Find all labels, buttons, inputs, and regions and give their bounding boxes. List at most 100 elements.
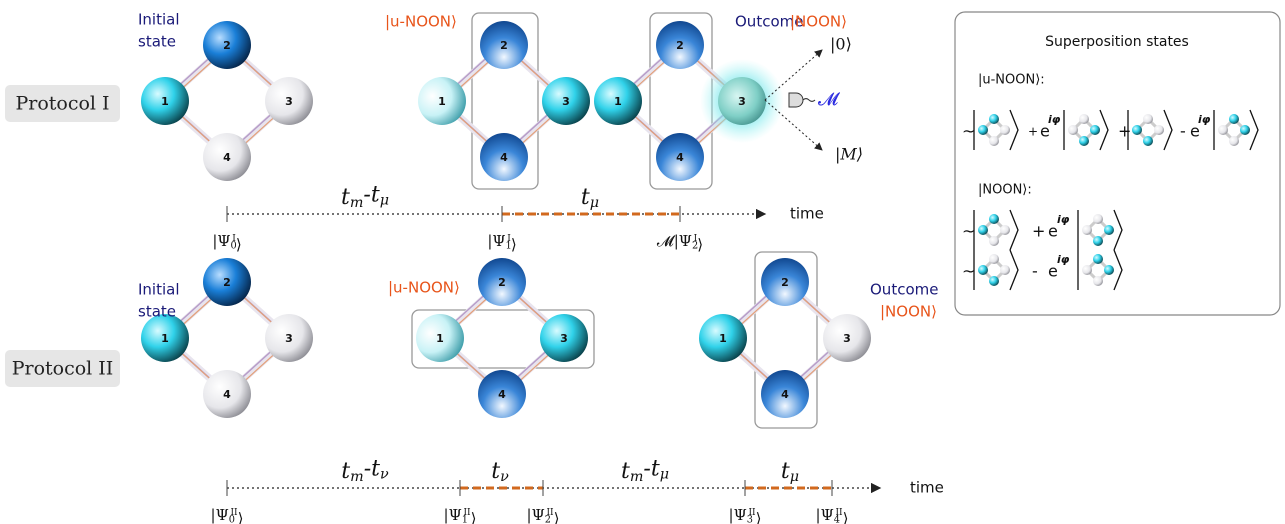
mini-qubit bbox=[1093, 236, 1103, 246]
text-piece: ⟩ bbox=[471, 509, 477, 524]
mini-qubit bbox=[1143, 114, 1153, 124]
qubit-label: 2 bbox=[223, 39, 231, 52]
qubit-label: 1 bbox=[719, 332, 727, 345]
text-piece: t bbox=[341, 459, 350, 484]
text-piece: ⟩ bbox=[843, 509, 849, 524]
mini-qubit bbox=[989, 236, 999, 246]
text-piece: |Ψ bbox=[729, 506, 747, 524]
state-label: |Ψ1I⟩ bbox=[487, 232, 516, 253]
mini-qubit bbox=[1143, 136, 1153, 146]
mini-qubit bbox=[1132, 125, 1142, 135]
state-label: |Ψ1II⟩ bbox=[444, 506, 477, 524]
mini-qubit bbox=[1082, 265, 1092, 275]
mini-qubit bbox=[989, 254, 999, 264]
outcome-m: |M⟩ bbox=[835, 145, 863, 164]
subscript: μ bbox=[660, 466, 669, 482]
qubit-label: 3 bbox=[560, 332, 568, 345]
mini-qubit bbox=[1079, 136, 1089, 146]
mini-qubit bbox=[1229, 114, 1239, 124]
mini-qubit bbox=[1068, 125, 1078, 135]
text-piece: - bbox=[364, 456, 371, 481]
mini-qubit bbox=[989, 214, 999, 224]
state-label: 𝓜|Ψ2I⟩ bbox=[657, 232, 703, 253]
subscript: μ bbox=[380, 192, 389, 208]
qubit-label: 2 bbox=[781, 276, 789, 289]
text-piece: ⟩ bbox=[756, 509, 762, 524]
subscript: μ bbox=[590, 195, 599, 211]
qubit-label: 2 bbox=[676, 39, 684, 52]
qubit-label: 1 bbox=[161, 95, 169, 108]
interval-label: tm-tμ bbox=[341, 182, 389, 211]
phase-exponent: iφ bbox=[1048, 113, 1061, 126]
text-piece: t bbox=[581, 185, 590, 210]
operator: - bbox=[1180, 122, 1186, 141]
subscript: ν bbox=[380, 466, 389, 482]
mini-qubit bbox=[1093, 214, 1103, 224]
text-piece: |Ψ bbox=[212, 232, 230, 250]
panel-title: Superposition states bbox=[1045, 34, 1189, 50]
initial-caption: Initial bbox=[138, 11, 180, 29]
detector bbox=[789, 93, 815, 107]
outcome-caption: Outcome bbox=[870, 281, 938, 299]
mini-qubit bbox=[1000, 125, 1010, 135]
text-piece: ⟩ bbox=[238, 509, 244, 524]
interval-label: tm-tμ bbox=[621, 456, 669, 485]
outcome-zero: |0⟩ bbox=[830, 35, 852, 54]
mini-qubit bbox=[989, 276, 999, 286]
qubit-label: 4 bbox=[781, 388, 789, 401]
interval-label: tm-tν bbox=[341, 456, 389, 485]
operator: + bbox=[1118, 122, 1131, 141]
mini-qubit bbox=[1082, 225, 1092, 235]
qubit-label: 2 bbox=[500, 39, 508, 52]
text-piece: t bbox=[491, 459, 500, 484]
qubit-label: 3 bbox=[843, 332, 851, 345]
qubit-label: 1 bbox=[438, 95, 446, 108]
text-piece: ⟩ bbox=[697, 235, 703, 253]
operator: + bbox=[1032, 222, 1045, 241]
time-label: time bbox=[910, 479, 944, 497]
subscript: m bbox=[350, 195, 364, 211]
text-piece: - bbox=[363, 182, 370, 207]
mini-qubit bbox=[1000, 265, 1010, 275]
text-piece: |Ψ bbox=[444, 506, 462, 524]
mini-qubit bbox=[1154, 125, 1164, 135]
intermediate-caption: |u-NOON⟩ bbox=[388, 279, 460, 297]
qubit-label: 3 bbox=[562, 95, 570, 108]
mini-qubit bbox=[1093, 254, 1103, 264]
mini-qubit bbox=[1079, 114, 1089, 124]
text-piece: |Ψ bbox=[816, 506, 834, 524]
qubit-label: 3 bbox=[738, 95, 746, 108]
text-piece: t bbox=[621, 459, 630, 484]
qubit-label: 4 bbox=[223, 388, 231, 401]
outcome-caption: |NOON⟩ bbox=[790, 13, 847, 31]
initial-caption: state bbox=[138, 303, 176, 321]
text-piece: t bbox=[781, 459, 790, 484]
text-piece: t bbox=[371, 456, 380, 481]
qubit-label: 1 bbox=[161, 332, 169, 345]
measurement-operator: 𝓜 bbox=[818, 89, 841, 110]
qubit-label: 2 bbox=[223, 276, 231, 289]
outcome-caption: |NOON⟩ bbox=[880, 303, 937, 321]
mini-qubit bbox=[978, 225, 988, 235]
mini-qubit bbox=[989, 114, 999, 124]
mini-qubit bbox=[1229, 136, 1239, 146]
subscript: m bbox=[350, 469, 364, 485]
mini-qubit bbox=[1104, 225, 1114, 235]
initial-caption: Initial bbox=[138, 281, 180, 299]
initial-caption: state bbox=[138, 33, 176, 51]
mini-qubit bbox=[1104, 265, 1114, 275]
mini-qubit bbox=[1240, 125, 1250, 135]
qubit-label: 2 bbox=[498, 276, 506, 289]
text-piece: ⟩ bbox=[236, 235, 242, 253]
intermediate-caption: |u-NOON⟩ bbox=[385, 13, 457, 31]
time-label: time bbox=[790, 205, 824, 223]
phase-exponent: iφ bbox=[1057, 253, 1070, 266]
protocol-label: Protocol I bbox=[15, 93, 109, 115]
qubit-label: 3 bbox=[285, 95, 293, 108]
text-piece: t bbox=[371, 182, 380, 207]
qubit-label: 4 bbox=[676, 151, 684, 164]
phase-exponent: iφ bbox=[1198, 113, 1211, 126]
state-label: |Ψ0I⟩ bbox=[212, 232, 241, 253]
subscript: ν bbox=[500, 469, 509, 485]
mini-qubit bbox=[978, 125, 988, 135]
